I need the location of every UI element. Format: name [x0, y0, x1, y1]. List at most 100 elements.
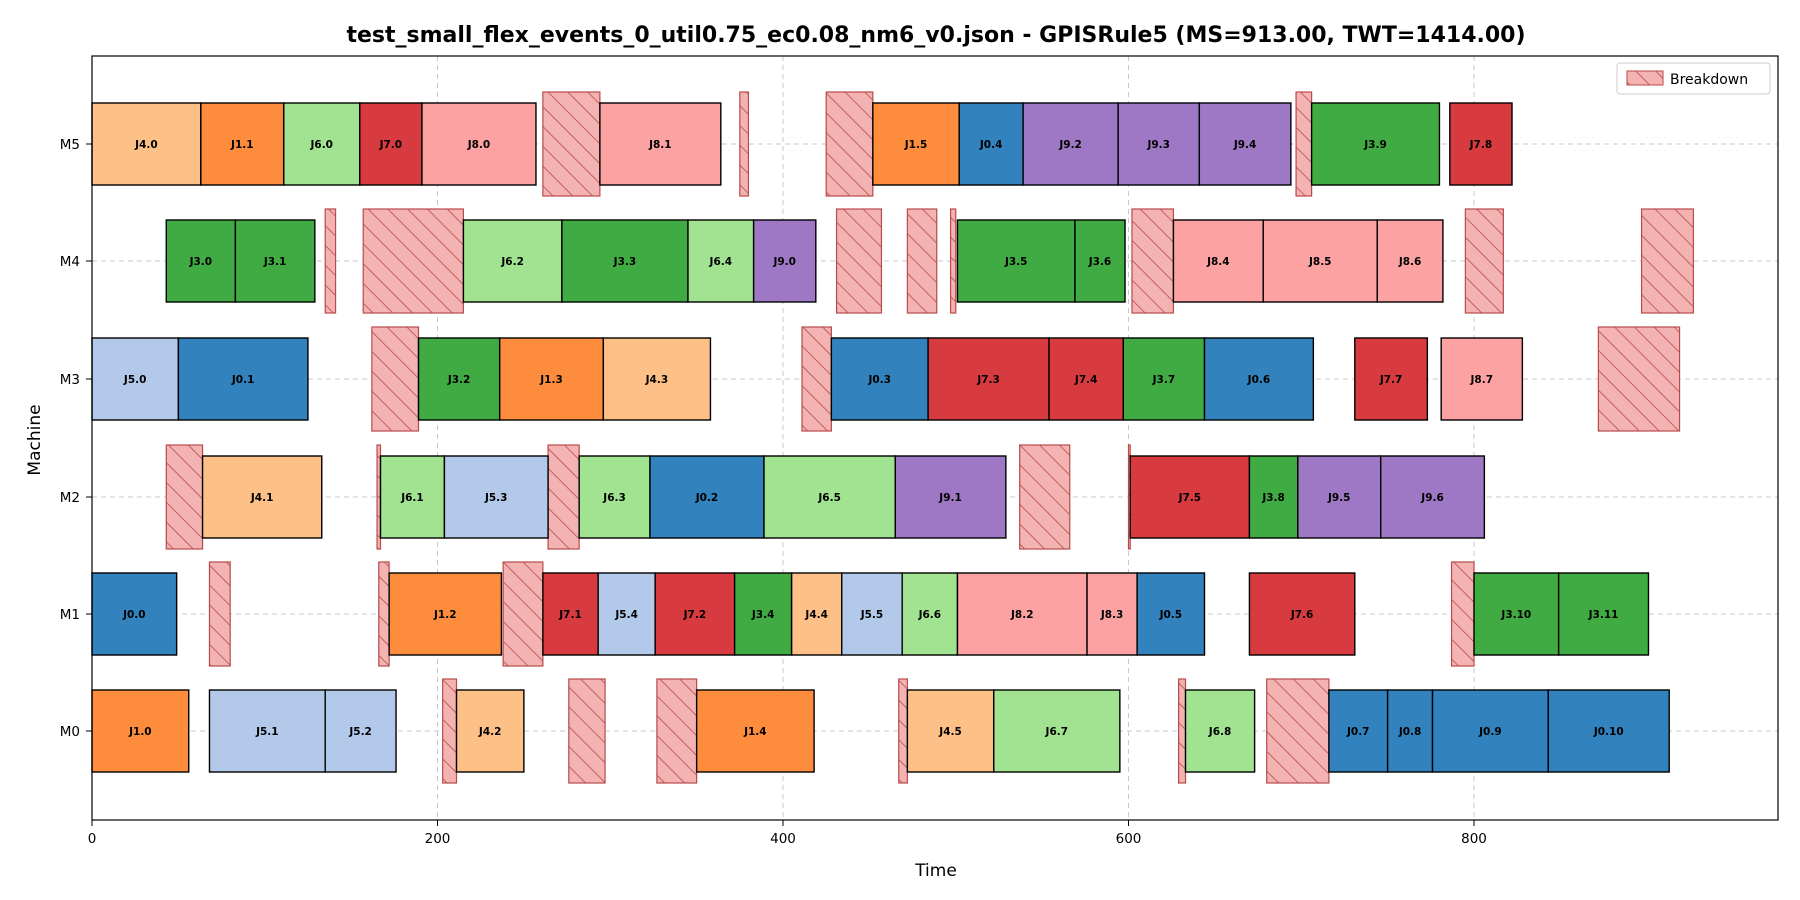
operation-bar — [421, 102, 537, 186]
operation-bar — [841, 572, 903, 656]
operation-bar — [324, 689, 397, 773]
operation-label: J5.1 — [255, 726, 279, 738]
breakdown-bar — [1019, 444, 1071, 550]
operation-bar — [1248, 455, 1299, 539]
operation-label: J3.2 — [447, 374, 471, 386]
operation-label: J0.4 — [979, 139, 1003, 151]
operation-bar — [1380, 455, 1486, 539]
operation-label: J8.3 — [1100, 609, 1124, 621]
operation-bar — [1547, 689, 1670, 773]
operation-label: J0.1 — [231, 374, 255, 386]
operation-label: J4.2 — [478, 726, 502, 738]
operation-bar — [91, 102, 202, 186]
operation-bar — [561, 219, 689, 303]
operation-label: J3.1 — [263, 256, 287, 268]
operation-bar — [790, 572, 843, 656]
breakdown-bar — [502, 561, 544, 667]
breakdown-bar — [739, 91, 750, 197]
operation-bar — [165, 219, 237, 303]
operation-label: J3.5 — [1004, 256, 1028, 268]
operation-label: J0.8 — [1398, 726, 1422, 738]
operation-bar — [752, 219, 817, 303]
breakdown-bar — [324, 208, 337, 314]
breakdown-bar — [1266, 678, 1330, 784]
operation-label: J3.3 — [613, 256, 637, 268]
operation-label: J4.5 — [938, 726, 962, 738]
operation-bar — [208, 689, 326, 773]
x-axis-label: Time — [914, 861, 957, 881]
breakdown-bar — [568, 678, 606, 784]
operation-bar — [1248, 572, 1356, 656]
operation-bar — [1203, 337, 1315, 421]
breakdown-bar — [906, 208, 938, 314]
operation-label: J6.2 — [500, 256, 524, 268]
operation-bar — [894, 455, 1007, 539]
operation-label: J1.2 — [433, 609, 457, 621]
operation-bar — [1354, 337, 1429, 421]
operation-bar — [830, 337, 929, 421]
operation-bar — [1386, 689, 1434, 773]
operation-label: J6.7 — [1045, 726, 1069, 738]
chart-title: test_small_flex_events_0_util0.75_ec0.08… — [346, 23, 1525, 48]
operation-label: J9.2 — [1058, 139, 1082, 151]
operation-label: J8.6 — [1398, 256, 1422, 268]
operation-label: J9.3 — [1146, 139, 1170, 151]
legend-label-breakdown: Breakdown — [1670, 72, 1748, 88]
operation-bar — [234, 219, 316, 303]
operation-bar — [695, 689, 815, 773]
operation-bar — [1198, 102, 1292, 186]
breakdown-bar — [371, 326, 420, 432]
y-tick-label: M3 — [60, 372, 80, 388]
operation-bar — [578, 455, 651, 539]
breakdown-bar — [1450, 561, 1475, 667]
operation-bar — [1328, 689, 1389, 773]
operation-label: J9.0 — [772, 256, 796, 268]
operation-label: J3.9 — [1363, 139, 1387, 151]
operation-label: J0.0 — [122, 609, 146, 621]
operation-label: J1.3 — [539, 374, 563, 386]
operation-bar — [958, 102, 1024, 186]
operation-label: J4.4 — [804, 609, 828, 621]
operation-bar — [687, 219, 755, 303]
breakdown-bar — [442, 678, 458, 784]
operation-bar — [1048, 337, 1125, 421]
operation-label: J6.5 — [817, 492, 841, 504]
operation-label: J3.4 — [751, 609, 775, 621]
plot-frame — [91, 55, 1779, 821]
operation-bar — [956, 219, 1076, 303]
operation-bar — [597, 572, 656, 656]
breakdown-bar — [835, 208, 883, 314]
operation-bar — [455, 689, 525, 773]
operation-bar — [1074, 219, 1126, 303]
operation-label: J4.0 — [134, 139, 158, 151]
breakdown-bar — [949, 208, 957, 314]
legend: Breakdown — [1616, 62, 1771, 95]
operation-label: J8.1 — [648, 139, 672, 151]
operation-bar — [1440, 337, 1524, 421]
operation-label: J4.1 — [250, 492, 274, 504]
operation-label: J5.3 — [484, 492, 508, 504]
operation-bar — [1136, 572, 1206, 656]
operation-label: J3.10 — [1500, 609, 1531, 621]
operation-label: J8.0 — [467, 139, 491, 151]
y-tick-label: M2 — [60, 490, 80, 506]
operation-bar — [443, 455, 549, 539]
operation-bar — [388, 572, 503, 656]
x-tick-label: 400 — [770, 831, 796, 847]
legend-swatch-breakdown — [1626, 70, 1664, 86]
breakdown-bar — [1295, 91, 1313, 197]
operation-label: J0.7 — [1346, 726, 1370, 738]
operation-bar — [200, 102, 285, 186]
operation-bar — [91, 337, 180, 421]
operation-label: J8.7 — [1470, 374, 1494, 386]
x-tick-label: 200 — [425, 831, 451, 847]
breakdown-bar — [547, 444, 580, 550]
x-tick-label: 600 — [1116, 831, 1142, 847]
breakdown-bar — [825, 91, 874, 197]
axis-ticks: 0 200 400 600 800 M0 M1 M2 M3 M4 M5 — [60, 137, 1487, 847]
operation-bar — [542, 572, 599, 656]
breakdown-bar — [801, 326, 832, 432]
operation-label: J6.3 — [602, 492, 626, 504]
operation-bar — [91, 572, 178, 656]
